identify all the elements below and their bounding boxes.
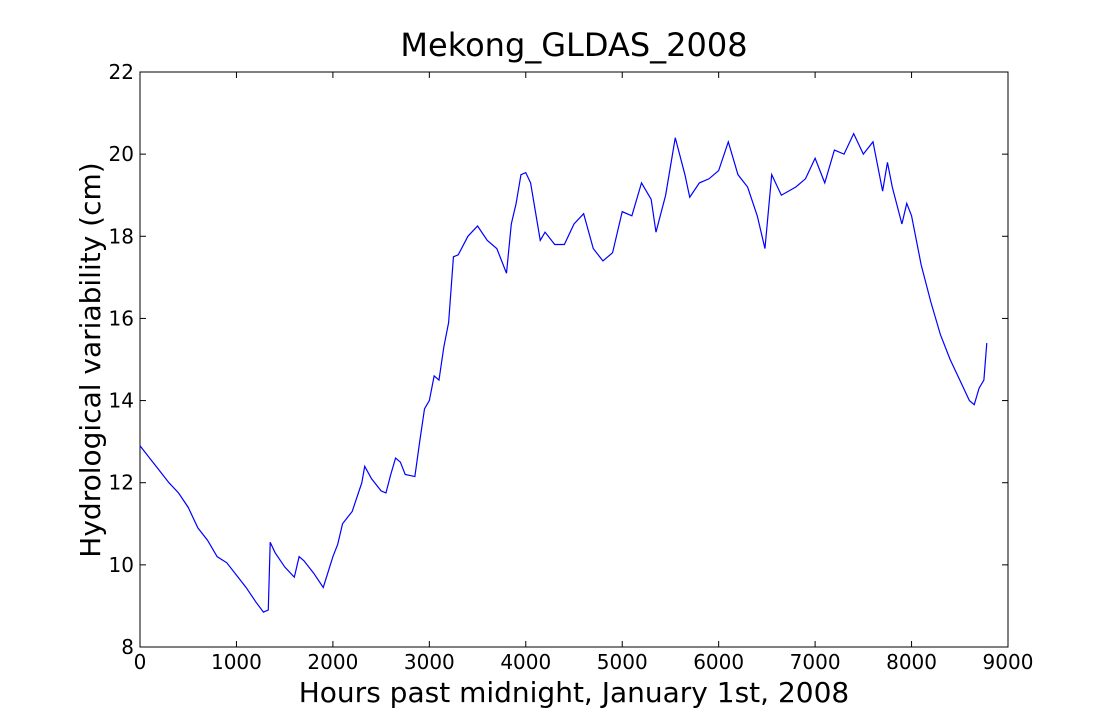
y-tick-label: 22 [109,60,134,84]
y-tick-label: 12 [109,471,134,495]
x-tick-label: 6000 [693,650,744,674]
x-tick-label: 4000 [500,650,551,674]
x-tick-label: 9000 [983,650,1034,674]
x-tick-label: 7000 [790,650,841,674]
y-tick-label: 8 [121,635,134,659]
x-axis-label: Hours past midnight, January 1st, 2008 [299,676,849,709]
y-tick-label: 18 [109,224,134,248]
y-tick-label: 10 [109,553,134,577]
x-tick-label: 3000 [404,650,455,674]
x-tick-label: 5000 [597,650,648,674]
x-tick-label: 0 [134,650,147,674]
y-axis-label: Hydrological variability (cm) [74,162,107,557]
data-line [139,132,988,613]
x-tick-label: 8000 [886,650,937,674]
y-tick-label: 14 [109,389,134,413]
plot-frame [139,71,1009,648]
x-tick-label: 2000 [307,650,358,674]
x-tick-label: 1000 [211,650,262,674]
y-tick-label: 16 [109,306,134,330]
chart-title: Mekong_GLDAS_2008 [400,26,747,64]
y-tick-label: 20 [109,142,134,166]
